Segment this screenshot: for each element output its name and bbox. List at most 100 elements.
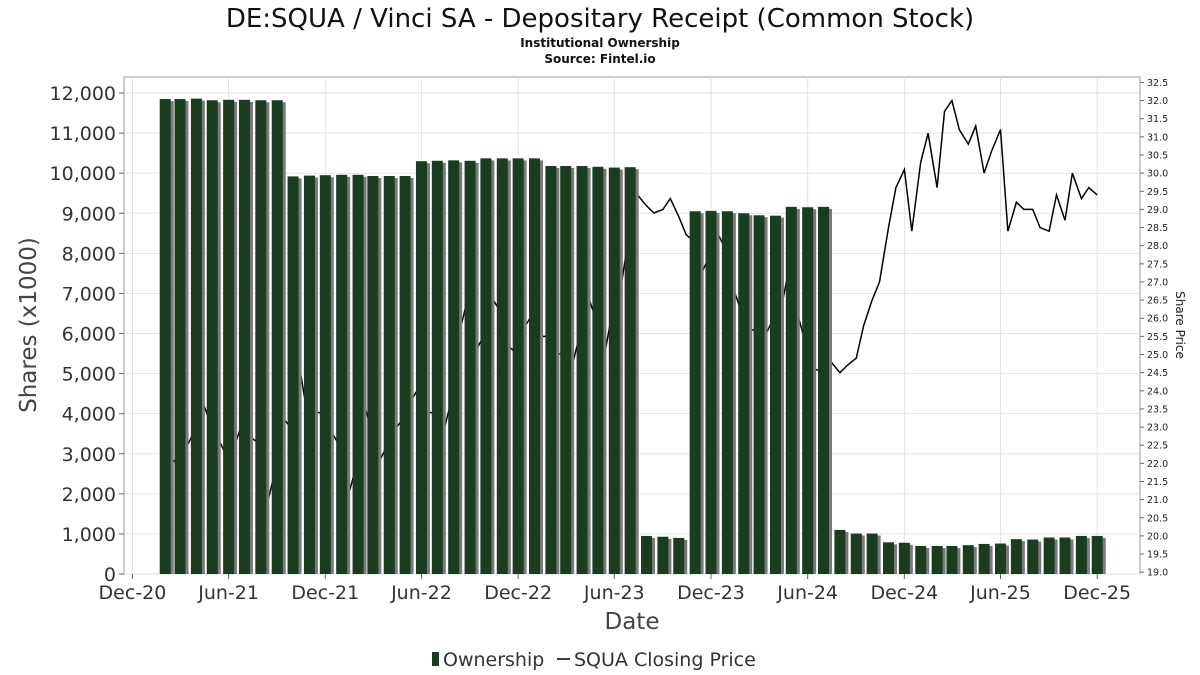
x-tick-label: Jun-21	[197, 582, 259, 604]
y2-tick-label: 29.5	[1147, 187, 1168, 198]
x-tick-label: Jun-25	[969, 582, 1031, 604]
x-tick-label: Dec-20	[99, 582, 167, 604]
y-tick-label: 6,000	[62, 324, 116, 346]
ownership-bar	[769, 215, 784, 575]
ownership-bar	[190, 98, 205, 574]
ownership-bar	[159, 99, 174, 574]
ownership-bar	[818, 206, 833, 574]
y2-tick-label: 24.0	[1147, 386, 1168, 397]
ownership-bar	[850, 533, 865, 574]
x-tick-label: Jun-22	[390, 582, 452, 604]
ownership-bar	[1091, 535, 1106, 574]
ownership-bar	[174, 99, 189, 574]
y2-tick-label: 25.5	[1147, 332, 1168, 343]
ownership-bar	[962, 545, 977, 574]
y2-tick-label: 19.5	[1147, 550, 1168, 561]
y-axis-label: Shares (x1000)	[16, 237, 42, 413]
y2-tick-label: 27.0	[1147, 277, 1168, 288]
ownership-bar	[560, 165, 575, 574]
legend-ownership-swatch	[432, 652, 439, 666]
chart-subtitle: Institutional Ownership	[520, 36, 680, 50]
y-tick-label: 0	[104, 564, 116, 586]
y2-tick-label: 25.0	[1147, 350, 1168, 361]
y2-tick-label: 24.5	[1147, 368, 1168, 379]
ownership-bar	[641, 535, 656, 574]
ownership-bar	[271, 100, 286, 575]
ownership-bar	[866, 533, 881, 574]
ownership-bar	[673, 537, 688, 574]
y2-tick-label: 26.5	[1147, 296, 1168, 307]
ownership-bar	[336, 174, 351, 575]
ownership-bar	[931, 545, 946, 574]
ownership-bar	[592, 166, 607, 574]
ownership-bar	[576, 165, 591, 574]
ownership-bar	[255, 100, 270, 575]
y-tick-label: 8,000	[62, 243, 116, 265]
y-tick-label: 1,000	[62, 524, 116, 546]
ownership-bar	[898, 542, 913, 574]
ownership-bar	[978, 543, 993, 574]
ownership-bar	[319, 175, 334, 575]
y2-tick-label: 31.5	[1147, 114, 1168, 125]
y-tick-label: 9,000	[62, 203, 116, 225]
ownership-bar	[834, 529, 849, 574]
x-tick-label: Dec-25	[1063, 582, 1131, 604]
chart-title: DE:SQUA / Vinci SA - Depositary Receipt …	[226, 4, 974, 34]
ownership-bar	[657, 536, 672, 574]
ownership-bar	[946, 545, 961, 574]
y2-tick-label: 28.5	[1147, 223, 1168, 234]
y2-axis-label: Share Price	[1173, 291, 1187, 359]
ownership-bar	[721, 211, 736, 575]
ownership-bar	[802, 207, 817, 575]
ownership-bar	[883, 542, 898, 574]
ownership-bar	[383, 175, 398, 574]
ownership-bar	[415, 161, 430, 574]
y2-tick-label: 23.5	[1147, 404, 1168, 415]
legend: Ownership SQUA Closing Price	[432, 649, 756, 671]
legend-ownership-label: Ownership	[443, 649, 544, 671]
ownership-bar	[352, 174, 367, 575]
y-tick-label: 2,000	[62, 484, 116, 506]
ownership-bar	[995, 543, 1010, 574]
ownership-bar	[399, 175, 414, 574]
y2-tick-label: 29.0	[1147, 205, 1168, 216]
ownership-bar	[545, 165, 560, 574]
ownership-bar	[464, 160, 479, 574]
ownership-bar	[480, 158, 495, 574]
ownership-bar	[1027, 539, 1042, 574]
left-axis-ticks: 0 1,000 2,000 3,000 4,000 5,000 6,000 7,000 8,00…	[50, 83, 124, 586]
y-tick-label: 4,000	[62, 404, 116, 426]
y-tick-label: 7,000	[62, 283, 116, 305]
ownership-bar	[1043, 537, 1058, 574]
x-tick-label: Dec-21	[291, 582, 359, 604]
y2-tick-label: 30.5	[1147, 150, 1168, 161]
ownership-bar	[287, 176, 302, 574]
ownership-bar	[753, 215, 768, 574]
ownership-bar	[238, 99, 253, 574]
y-tick-label: 10,000	[50, 163, 116, 185]
y2-tick-label: 32.0	[1147, 96, 1168, 107]
ownership-bar	[448, 160, 463, 574]
y2-tick-label: 26.0	[1147, 314, 1168, 325]
y-tick-label: 11,000	[50, 123, 116, 145]
y2-tick-label: 31.0	[1147, 132, 1168, 143]
y2-tick-label: 22.5	[1147, 441, 1168, 452]
ownership-bar	[738, 213, 753, 574]
y2-tick-label: 28.0	[1147, 241, 1168, 252]
y2-tick-label: 20.5	[1147, 513, 1168, 524]
ownership-bar	[529, 158, 544, 574]
x-tick-label: Dec-24	[870, 582, 938, 604]
ownership-bar	[608, 167, 623, 574]
y2-tick-label: 19.0	[1147, 568, 1168, 579]
right-axis-ticks: 19.0 19.5 20.0 20.5 21.0 21.5 22.0 22.5 23.0 23.5…	[1140, 78, 1168, 579]
y2-tick-label: 32.5	[1147, 78, 1168, 89]
y2-tick-label: 21.0	[1147, 495, 1168, 506]
y2-tick-label: 20.0	[1147, 531, 1168, 542]
ownership-bar	[785, 206, 800, 574]
x-axis-label: Date	[605, 609, 660, 635]
ownership-bar	[206, 100, 221, 575]
y2-tick-label: 30.0	[1147, 169, 1168, 180]
ownership-bar	[512, 158, 527, 574]
ownership-bar	[496, 158, 511, 574]
